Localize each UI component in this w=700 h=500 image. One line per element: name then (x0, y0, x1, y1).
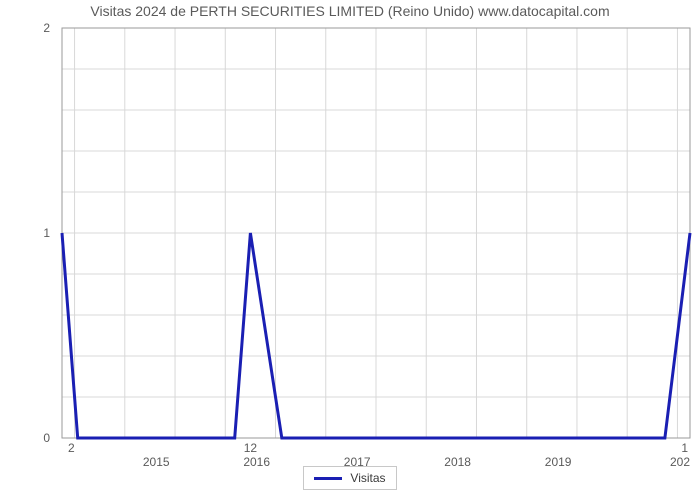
legend-box: Visitas (303, 466, 396, 490)
svg-text:2: 2 (68, 441, 75, 455)
svg-text:12: 12 (244, 441, 258, 455)
chart-svg: 012201520162017201820192022121 (0, 0, 700, 500)
svg-text:0: 0 (43, 431, 50, 445)
svg-text:1: 1 (43, 226, 50, 240)
svg-text:1: 1 (681, 441, 688, 455)
legend-swatch (314, 477, 342, 480)
chart-container: Visitas 2024 de PERTH SECURITIES LIMITED… (0, 0, 700, 500)
legend: Visitas (0, 466, 700, 490)
legend-label: Visitas (350, 471, 385, 485)
chart-title: Visitas 2024 de PERTH SECURITIES LIMITED… (0, 3, 700, 19)
svg-text:2: 2 (43, 21, 50, 35)
